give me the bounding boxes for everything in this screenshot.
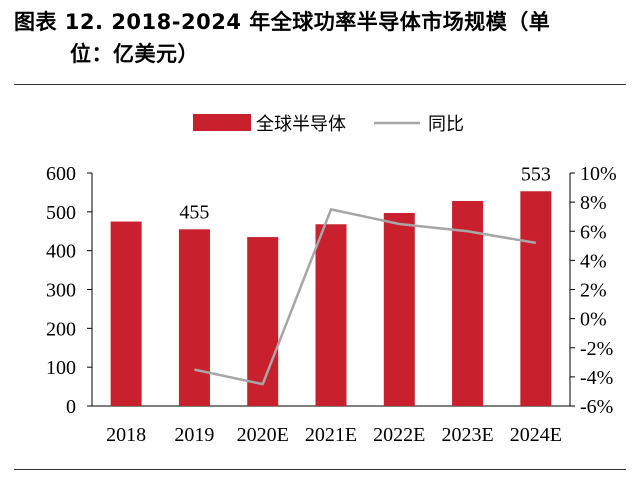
y-right-tick-label: 10% [580, 163, 617, 185]
y-right-tick-label: 8% [580, 192, 607, 214]
bar-2024E [520, 191, 552, 406]
y-left-tick-label: 300 [46, 280, 76, 302]
legend: 全球半导体 同比 [193, 114, 464, 135]
yoy-line [194, 208, 537, 386]
x-tick-label: 2023E [441, 424, 493, 446]
y-right-tick-label: -2% [580, 338, 613, 360]
y-right-tick-label: 2% [580, 280, 607, 302]
y-left-tick-label: 0 [66, 396, 76, 418]
y-right-tick-label: 6% [580, 221, 607, 243]
legend-label-bars: 全球半导体 [256, 114, 346, 135]
y-right-tick-label: -4% [580, 367, 613, 389]
data-labels: 455 553 [179, 163, 550, 223]
yoy-line-group [194, 208, 537, 386]
chart-title: 图表 12. 2018-2024 年全球功率半导体市场规模（单 位：亿美元） [14, 6, 628, 70]
bar-2021E [315, 224, 347, 406]
bar-2018 [110, 221, 142, 406]
y-left-tick-label: 500 [46, 202, 76, 224]
y-right-tick-label: 0% [580, 309, 607, 331]
axes: 0 100 200 300 400 500 600 -6% -4% -2% 0% 2% 4% 6% 8% 10… [46, 163, 617, 446]
bar-2023E [452, 200, 484, 406]
y-left-tick-label: 400 [46, 241, 76, 263]
y-right-tick-label: 4% [580, 250, 607, 272]
y-left-tick-label: 100 [46, 357, 76, 379]
title-line-2: 位：亿美元） [70, 42, 199, 66]
x-tick-label: 2022E [373, 424, 425, 446]
data-label: 455 [179, 201, 209, 223]
legend-label-line: 同比 [428, 114, 464, 135]
x-tick-label: 2020E [237, 424, 289, 446]
bar-2019 [178, 229, 210, 406]
bars [110, 191, 552, 406]
bar-2020E [247, 237, 279, 406]
x-tick-label: 2024E [510, 424, 562, 446]
bottom-rule [14, 469, 626, 470]
top-rule [14, 84, 626, 85]
title-line-1: 图表 12. 2018-2024 年全球功率半导体市场规模（单 [14, 10, 551, 34]
y-left-tick-label: 200 [46, 318, 76, 340]
data-label: 553 [521, 163, 551, 185]
bar-2022E [383, 212, 415, 406]
y-left-tick-label: 600 [46, 163, 76, 185]
x-tick-label: 2018 [106, 424, 146, 446]
x-tick-label: 2021E [305, 424, 357, 446]
y-right-tick-label: -6% [580, 396, 613, 418]
x-tick-label: 2019 [174, 424, 214, 446]
legend-swatch-bars [193, 114, 251, 131]
